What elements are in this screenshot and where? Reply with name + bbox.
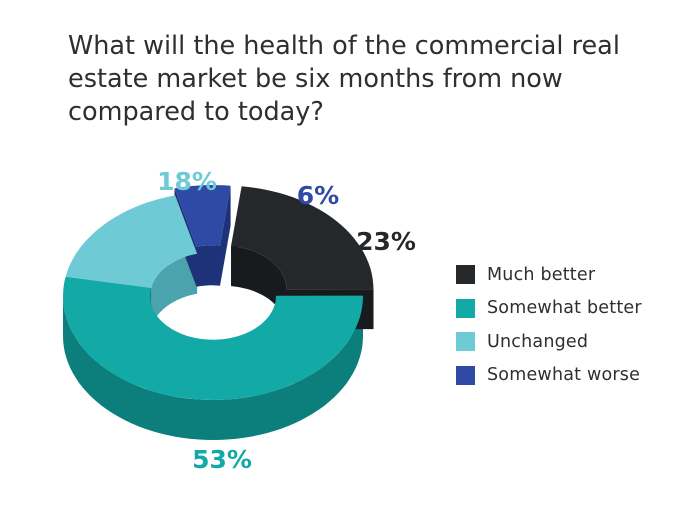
slice-inner-wall: [196, 245, 220, 287]
value-label: 18%: [157, 167, 217, 196]
legend-swatch: [456, 365, 475, 385]
donut-value-labels: 23% 53% 18% 6%: [157, 167, 416, 474]
slice-outer-wall: [63, 296, 363, 440]
legend-swatch: [456, 265, 475, 285]
legend-label: Somewhat better: [487, 298, 642, 319]
legend-swatch: [456, 298, 475, 318]
legend-item: Somewhat better: [456, 292, 642, 326]
chart-legend: Much better Somewhat better Unchanged Somew…: [456, 258, 642, 392]
legend-label: Somewhat worse: [487, 365, 641, 386]
slice-somewhat-better: [63, 276, 363, 400]
slice-unchanged: [65, 195, 198, 288]
legend-label: Unchanged: [487, 331, 589, 352]
legend-item: Somewhat worse: [456, 359, 642, 393]
slice-much-better: [231, 186, 374, 290]
slice-inner-wall: [151, 253, 198, 328]
value-label: 6%: [297, 181, 339, 210]
legend-swatch: [456, 332, 475, 352]
legend-item: Much better: [456, 258, 642, 292]
legend-item: Unchanged: [456, 325, 642, 359]
slice-cut-face: [220, 185, 231, 286]
legend-label: Much better: [487, 264, 596, 285]
value-label: 23%: [356, 227, 416, 256]
donut-top-faces: [63, 185, 374, 400]
value-label: 53%: [192, 445, 252, 474]
slice-inner-wall: [231, 246, 287, 330]
slice-somewhat-worse: [174, 185, 231, 247]
chart-title: What will the health of the commercial r…: [68, 31, 620, 127]
